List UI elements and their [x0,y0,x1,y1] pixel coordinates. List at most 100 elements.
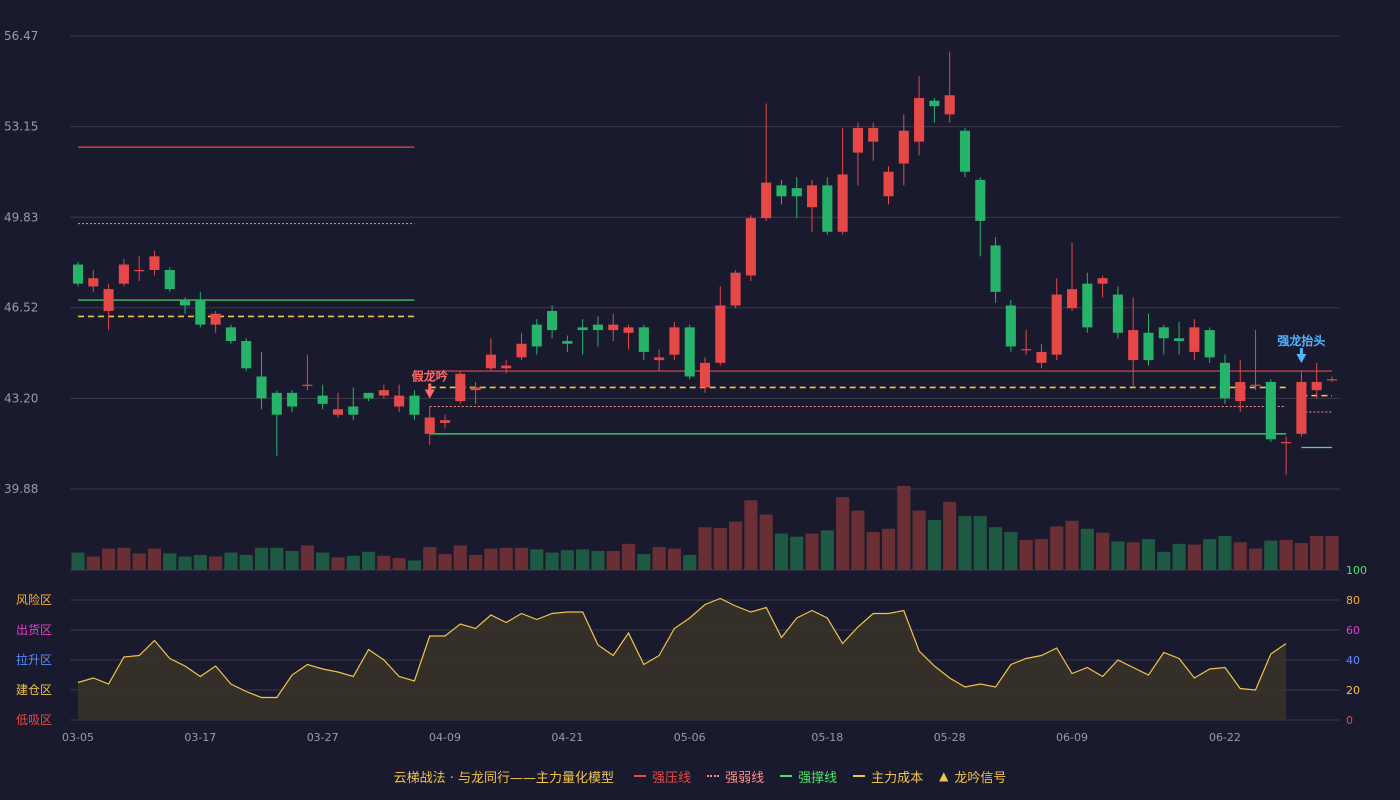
volume-bar [346,555,360,570]
volume-bar [1157,551,1171,570]
price-tick-label: 49.83 [4,210,38,224]
volume-bar [759,514,773,570]
volume-bar [744,500,758,570]
price-tick-label: 53.15 [4,120,38,134]
candle-body [1311,381,1322,391]
volume-bar [637,554,651,570]
volume-bar [1203,539,1217,570]
candle-body [1036,351,1047,363]
signal-arrow-icon [1296,354,1307,364]
candle-body [134,270,145,272]
volume-bar [774,533,789,570]
volume-bar [1004,531,1018,570]
volume-bar [1325,535,1339,570]
candle-body [898,130,909,164]
volume-bar [224,552,238,570]
legend-label: 主力成本 [871,770,924,786]
candle-body [1265,381,1276,440]
legend-swatch [853,775,866,777]
volume-bar [606,550,620,570]
zone-label: 建仓区 [16,683,52,697]
candle-body [409,395,420,415]
candle-body [1051,294,1062,355]
candle-body [271,392,282,415]
legend-item-strong-weak[interactable]: 强弱线 [707,767,764,786]
x-tick-label: 05-28 [934,731,966,744]
candle-body [1128,330,1139,361]
candle-body [1005,305,1016,347]
candle-body [1296,381,1307,434]
candle-body [195,300,206,325]
volume-bar [713,528,727,570]
candle-body [715,305,726,363]
candle-body [256,376,267,399]
volume-bar [1294,543,1308,570]
candle-body [1174,338,1185,342]
candle-body [776,185,787,197]
candle-body [807,185,818,208]
candle-body [592,324,603,331]
candle-body [623,327,634,333]
volume-bar [866,531,880,570]
volume-bar [973,516,987,570]
candle-body [378,390,389,396]
volume-bar [820,530,834,570]
candle-body [1204,330,1215,358]
volume-bar [1034,539,1048,570]
volume-bar [209,556,223,570]
candle-body [363,392,374,399]
price-tick-label: 56.47 [4,29,38,43]
indicator-tick-label: 60 [1346,624,1360,637]
legend-item-strong-support[interactable]: 强撑线 [780,767,837,786]
legend-item-dragon-signal[interactable]: ▲ 龙吟信号 [939,767,1006,786]
candle-body [225,327,236,342]
volume-bar [377,555,391,570]
indicator-line [77,597,1287,699]
candle-body [470,387,481,391]
candle-body [1326,379,1338,381]
x-tick-label: 04-09 [429,731,461,744]
legend-title: 云梯战法 · 与龙同行——主力量化模型 [393,770,615,786]
candle-body [1066,289,1078,309]
candle-body [669,327,680,355]
candle-body [577,327,588,331]
volume-bar [316,552,330,570]
indicator-area [78,598,1287,720]
legend-swatch [634,775,647,777]
indicator-tick-label: 80 [1346,594,1360,607]
indicator-tick-label: 20 [1346,684,1360,697]
triangle-icon: ▲ [939,769,949,783]
volume-bar [1248,548,1263,570]
candle-body [608,324,619,331]
candle-body [531,324,542,347]
candle-body [1219,362,1230,399]
legend-item-strong-pressure[interactable]: 强压线 [634,767,691,786]
x-tick-label: 03-17 [184,731,216,744]
candle-body [547,310,558,331]
candle-body [883,171,894,197]
volume-bar [805,533,819,570]
x-tick-label: 03-05 [62,731,94,744]
volume-bar [1141,539,1156,570]
zone-label: 低吸区 [16,713,52,727]
candle-body [516,343,527,358]
legend-label: 强撑线 [798,770,838,786]
candle-body [929,100,940,107]
candle-body [88,278,99,287]
volume-bar [254,547,269,570]
candle-body [852,128,863,153]
volume-bar [102,548,116,570]
volume-bar [362,551,376,570]
volume-bar [163,553,177,570]
candle-body [501,365,512,369]
volume-bar [545,552,559,570]
volume-bar [729,521,743,570]
legend-swatch [707,775,720,777]
legend-item-main-cost[interactable]: 主力成本 [853,767,923,786]
volume-bar [560,550,574,570]
volume-bar [285,550,299,570]
volume-bar [1172,543,1186,570]
candle-body [868,128,879,142]
